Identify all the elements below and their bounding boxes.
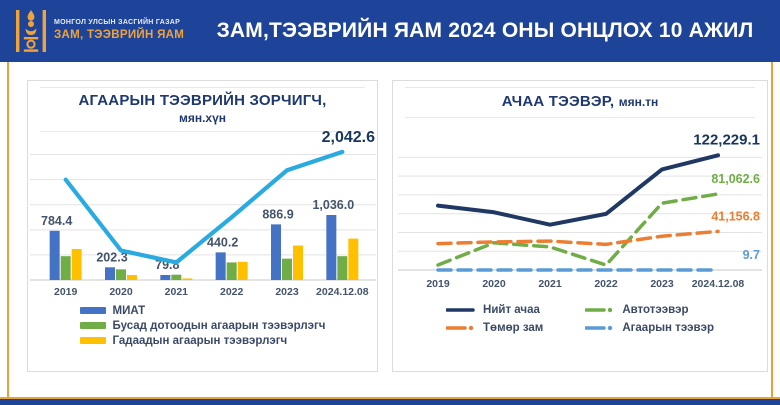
- legend-dot: [468, 325, 474, 331]
- line-end-label: 81,062.6: [711, 172, 760, 186]
- legend-item: Бусад дотоодын агаарын тээвэрлэгч: [79, 319, 326, 332]
- legend-item: Төмөр зам: [446, 322, 543, 334]
- legend-line-marker: [585, 307, 613, 313]
- line-series: [436, 153, 720, 227]
- chart-title-text: АЧАА ТЭЭВЭР,: [501, 93, 615, 110]
- bar: [170, 274, 181, 280]
- axis-label: 2024.12.08: [316, 286, 369, 298]
- chart-unit-text: мян.хүн: [178, 110, 227, 125]
- line-end-label: 9.7: [743, 248, 760, 262]
- value-label: 886.9: [262, 207, 293, 221]
- soyombo-emblem-icon: [16, 10, 46, 52]
- legend-label: МИАТ: [112, 304, 146, 317]
- page-title: ЗАМ,ТЭЭВРИЙН ЯАМ 2024 ОНЫ ОНЦЛОХ 10 АЖИЛ: [216, 19, 754, 42]
- bar: [237, 261, 248, 280]
- air-passengers-chart-title: АГААРЫН ТЭЭВРИЙН ЗОРЧИГЧ, мян.хүн: [40, 87, 365, 132]
- bar: [270, 224, 281, 280]
- axis-label: 2019: [53, 286, 77, 298]
- bar: [126, 274, 137, 280]
- chart-title-text: АГААРЫН ТЭЭВРИЙН ЗОРЧИГЧ,: [78, 92, 327, 109]
- freight-panel: АЧАА ТЭЭВЭР, мян.тн 2019 2020 2021 2022 2023…: [392, 80, 768, 372]
- header: МОНГОЛ УЛСЫН ЗАСГИЙН ГАЗАР ЗАМ, ТЭЭВРИЙН…: [0, 0, 780, 62]
- line-series: [436, 192, 720, 267]
- legend-dot: [608, 307, 613, 313]
- legend-dot: [608, 325, 613, 331]
- value-label: 440.2: [207, 235, 238, 249]
- axis-label: 2021: [538, 278, 562, 290]
- legend-swatch: [79, 322, 106, 330]
- bar: [336, 255, 347, 280]
- bar: [347, 238, 358, 280]
- legend-label: Бусад дотоодын агаарын тээвэрлэгч: [112, 319, 326, 332]
- legend-line-marker: [446, 325, 474, 331]
- axis-label: 2021: [164, 286, 188, 298]
- line-end-label: 122,229.1: [693, 131, 760, 148]
- legend-swatch: [79, 307, 106, 315]
- ministry-logo: МОНГОЛ УЛСЫН ЗАСГИЙН ГАЗАР ЗАМ, ТЭЭВРИЙН…: [16, 9, 216, 53]
- axis-label: 2022: [594, 278, 618, 290]
- legend-swatch: [79, 337, 106, 345]
- bar: [215, 252, 226, 280]
- air-passengers-chart: 784.42019202.3202079.82021440.22022886.9…: [29, 129, 376, 298]
- air-passengers-panel: АГААРЫН ТЭЭВРИЙН ЗОРЧИГЧ, мян.хүн 784.4 2…: [27, 80, 378, 372]
- logo-ministry-name: ЗАМ, ТЭЭВРИЙН ЯАМ: [54, 29, 185, 42]
- bar: [281, 258, 292, 280]
- legend-item: Гадаадын агаарын тээвэрлэгч: [79, 334, 288, 347]
- bar: [115, 269, 126, 280]
- footer-navy-strip: [0, 399, 780, 405]
- bar: [226, 262, 237, 280]
- legend-item: Нийт ачаа: [446, 304, 543, 316]
- line-end-label: 41,156.8: [711, 209, 760, 223]
- value-label: 1,036.0: [312, 198, 354, 212]
- bar: [292, 245, 303, 280]
- logo-org-name: МОНГОЛ УЛСЫН ЗАСГИЙН ГАЗАР: [54, 19, 181, 27]
- axis-label: 2023: [650, 278, 674, 290]
- legend-item: Агаарын тээвэр: [585, 322, 714, 334]
- axis-label: 2023: [275, 286, 299, 298]
- bar: [181, 278, 192, 280]
- bar: [71, 248, 82, 280]
- freight-chart: 2019 2020 2021 2022 2023 2024.12.08 122,229.1 8…: [398, 131, 762, 290]
- axis-label: 2024.12.08: [692, 278, 745, 290]
- axis-label: 2020: [109, 286, 133, 298]
- bar: [60, 255, 71, 280]
- legend-label: Агаарын тээвэр: [622, 322, 714, 334]
- bar: [325, 214, 336, 280]
- legend-label: Төмөр зам: [483, 322, 544, 334]
- line-series: [436, 229, 720, 247]
- freight-legend: Нийт ачаа Автотээвэр Төмөр зам Агаарын тээв…: [446, 304, 714, 334]
- axis-label: 2020: [482, 278, 506, 290]
- value-label: 784.4: [41, 214, 72, 228]
- footer-gold-line: [0, 397, 780, 399]
- axis-label: 2022: [219, 286, 243, 298]
- legend-item: Автотээвэр: [585, 304, 714, 316]
- air-passengers-legend: МИАТ Бусад дотоодын агаарын тээвэрлэгч Гад…: [79, 304, 326, 347]
- bar: [159, 274, 170, 280]
- value-label: 202.3: [96, 250, 127, 264]
- legend-item: МИАТ: [79, 304, 146, 317]
- line-end-label: 2,042.6: [321, 129, 374, 146]
- freight-chart-title: АЧАА ТЭЭВЭР, мян.тн: [405, 87, 755, 118]
- legend-line-marker: [446, 308, 475, 312]
- legend-line-marker: [585, 325, 613, 331]
- bar: [49, 230, 60, 280]
- legend-label: Гадаадын агаарын тээвэрлэгч: [112, 334, 288, 347]
- chart-unit-text: мян.тн: [618, 95, 659, 109]
- bar: [104, 267, 115, 280]
- legend-label: Автотээвэр: [622, 304, 689, 316]
- axis-label: 2019: [426, 278, 450, 290]
- total-passengers-line: [63, 149, 344, 265]
- legend-label: Нийт ачаа: [483, 304, 540, 316]
